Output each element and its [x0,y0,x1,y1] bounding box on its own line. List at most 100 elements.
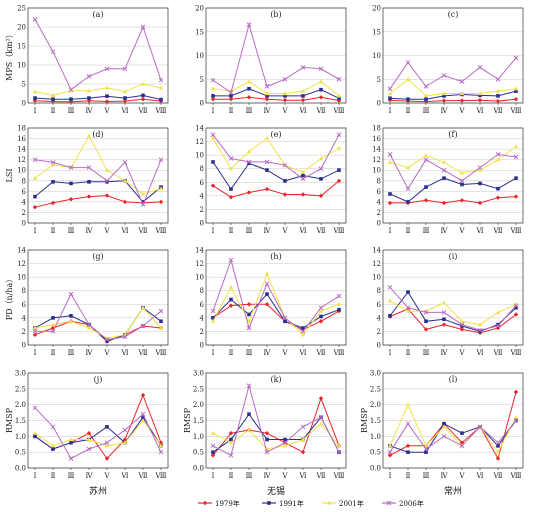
data-point-1991 [442,94,446,98]
y-tick-label: 20 [372,5,381,13]
data-point-1991 [247,412,251,416]
data-point-1991 [105,339,109,343]
x-tick-label: Ⅵ [298,107,306,115]
data-point-1979 [264,97,270,102]
data-point-1991 [51,316,55,320]
y-tick-label: 3.0 [370,370,381,378]
y-tick-label: 2.5 [193,385,204,393]
panel-label: (l) [449,375,458,384]
legend-label-2006: 2006年 [399,499,424,508]
data-point-2001 [228,166,234,171]
data-point-2001 [441,300,447,305]
panel-l: 0.0 0.5 1.0 1.5 2.0 2.5 3.0 Ⅰ Ⅱ Ⅲ Ⅳ Ⅴ Ⅵ Ⅶ Ⅷ (l) RMSP [360,370,524,480]
data-point-1979 [228,430,234,436]
series-line-1991 [212,161,340,190]
data-point-1979 [513,194,519,199]
data-point-1979 [158,199,164,205]
plot-frame [382,7,524,104]
data-point-2006 [140,24,146,30]
y-tick-label: 4 [200,192,205,200]
y-tick-label: 4 [200,314,205,322]
data-point-2006 [104,66,110,72]
data-point-1991 [229,187,233,191]
y-tick-label: 12 [372,260,381,268]
data-point-1991 [319,314,323,319]
data-point-1991 [159,97,163,102]
y-tick-label: 6 [200,301,205,309]
data-point-1979 [158,440,164,445]
data-point-1979 [441,98,447,103]
x-tick-label: Ⅵ [298,227,306,235]
y-tick-label: 8 [22,287,26,295]
data-point-1979 [477,97,483,103]
data-point-2006 [513,55,519,61]
panel-label: (b) [270,10,281,19]
x-tick-label: Ⅱ [406,472,411,480]
y-tick-label: 4 [22,314,27,322]
y-tick-label: 1.5 [370,417,381,425]
x-tick-label: Ⅶ [137,107,147,115]
y-tick-label: 18 [17,125,26,133]
x-tick-label: Ⅳ [441,349,449,357]
series-line-1979 [212,303,340,330]
data-point-2001 [158,85,164,90]
data-point-2001 [513,86,519,91]
data-point-1979 [387,453,393,458]
data-point-1979 [264,430,270,436]
data-point-2001 [86,133,92,138]
data-point-2001 [228,285,234,289]
data-point-2006 [495,323,501,329]
y-tick-label: 1.0 [370,433,381,441]
data-point-2001 [228,440,234,445]
data-point-2001 [300,437,306,442]
data-point-2001 [336,93,342,98]
data-point-1991 [105,180,109,184]
data-point-1979 [459,98,465,103]
x-tick-label: Ⅳ [441,472,449,480]
series-line-2001 [34,83,162,96]
x-tick-label: Ⅱ [229,107,234,115]
y-tick-label: 5 [377,76,381,84]
series-line-1979 [213,96,340,102]
data-point-2001 [336,146,342,150]
x-tick-label: Ⅴ [103,349,110,357]
data-point-2001 [104,85,110,90]
data-point-2006 [477,424,483,430]
data-point-2006 [68,87,74,93]
x-tick-label: Ⅴ [103,472,110,480]
x-tick-label: Ⅴ [458,472,465,480]
data-point-1979 [423,198,429,203]
data-point-1991 [211,160,215,164]
x-tick-label: Ⅷ [332,349,344,357]
data-point-2006 [441,433,447,439]
data-point-2006 [50,329,56,334]
data-point-2006 [68,165,74,170]
y-tick-label: 0 [377,220,381,228]
data-point-2001 [300,169,306,174]
data-point-1991 [51,180,55,184]
data-point-2001 [210,135,216,140]
series-line-2001 [389,300,517,326]
x-tick-label: Ⅳ [86,227,94,235]
data-point-2001 [441,91,447,96]
data-point-2006 [318,66,324,72]
series-line-1991 [389,90,517,100]
x-tick-label: Ⅵ [120,107,128,115]
data-point-1991 [69,181,73,186]
data-point-2006 [228,257,234,263]
data-point-1991 [301,94,305,98]
data-point-1991 [87,180,91,184]
data-point-2006 [50,49,56,55]
data-point-1979 [387,97,393,103]
data-point-2001 [477,91,483,96]
panel-e: 0 2 4 6 8 10 12 14 Ⅰ Ⅱ Ⅲ Ⅳ Ⅴ Ⅵ Ⅶ Ⅷ (e) [195,125,347,235]
series-line-2001 [389,146,517,174]
series-line-2001 [34,306,162,339]
x-tick-label: Ⅲ [423,107,430,115]
y-tick-label: 12 [17,156,26,164]
plot-frame [27,372,169,469]
y-tick-label: 12 [195,260,204,268]
data-point-1991 [424,319,428,324]
data-point-2006 [246,22,252,27]
panel-k: 0.0 0.5 1.0 1.5 2.0 2.5 3.0 Ⅰ Ⅱ Ⅲ Ⅳ Ⅴ Ⅵ Ⅶ Ⅷ (k) RMSP [183,370,347,480]
